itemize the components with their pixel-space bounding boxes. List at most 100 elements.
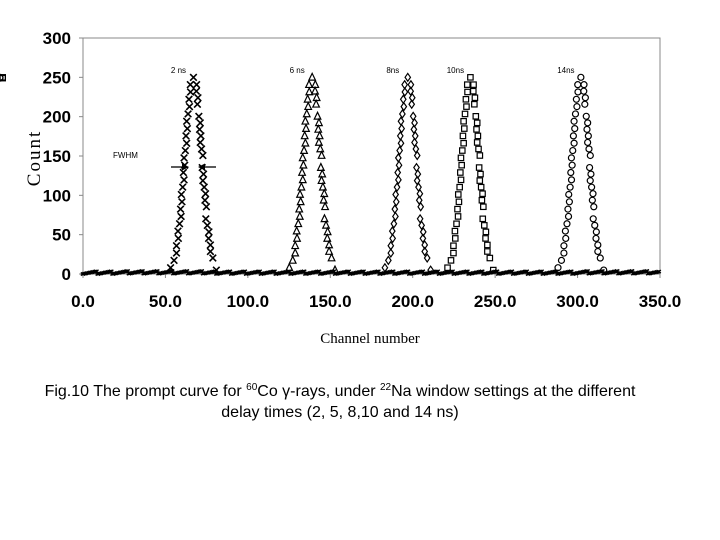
data-point-x — [195, 125, 204, 134]
data-point-diamond — [391, 211, 399, 222]
data-point-triangle — [314, 124, 323, 133]
y-axis-label: Count — [24, 130, 45, 186]
y-tick-label: 150 — [43, 147, 71, 166]
data-point-triangle — [295, 211, 305, 220]
peak-label: 14ns — [557, 66, 574, 75]
data-point-x — [176, 205, 185, 213]
data-point-circle — [565, 190, 573, 199]
data-point-triangle — [299, 159, 308, 169]
data-point-circle — [584, 138, 592, 147]
data-point-circle — [582, 112, 590, 120]
data-point-x — [194, 93, 202, 102]
data-point-diamond — [396, 145, 404, 156]
peak-labels: 2 ns 6 ns 8ns 10ns 14ns — [171, 66, 575, 75]
data-point-x — [201, 196, 209, 205]
data-point-x — [182, 117, 191, 126]
data-point-triangle — [314, 137, 324, 146]
peak-label: 8ns — [386, 66, 399, 75]
data-point-square — [451, 235, 459, 242]
data-point-diamond — [394, 174, 402, 185]
data-point-triangle — [324, 246, 334, 255]
data-point-diamond — [416, 213, 424, 224]
data-point-x — [196, 118, 205, 127]
data-point-x — [197, 132, 205, 140]
peak-label: 10ns — [447, 66, 464, 75]
data-point-diamond — [408, 99, 416, 110]
data-point-triangle — [319, 194, 328, 204]
data-point-square — [475, 145, 482, 153]
data-point-diamond — [408, 92, 416, 103]
y-tick-label: 100 — [43, 186, 71, 205]
data-point-circle — [594, 241, 602, 249]
data-point-diamond — [391, 204, 399, 215]
data-point-square — [461, 110, 469, 118]
data-point-square — [450, 249, 457, 257]
data-point-diamond — [387, 240, 395, 251]
data-point-x — [206, 247, 215, 256]
data-point-circle — [570, 139, 578, 147]
data-point-circle — [571, 110, 580, 118]
fwhm-annotation: FWHM — [113, 151, 216, 171]
data-point-triangle — [301, 137, 310, 147]
data-point-triangle — [300, 130, 309, 140]
data-point-x — [174, 227, 182, 235]
data-point-diamond — [393, 182, 401, 193]
data-point-square — [471, 100, 478, 108]
data-point-diamond — [390, 218, 398, 229]
data-point-diamond — [395, 160, 403, 171]
data-point-diamond — [400, 101, 408, 112]
data-point-x — [199, 151, 207, 160]
data-point-square — [451, 227, 459, 235]
data-point-x — [200, 183, 209, 192]
data-point-triangle — [298, 174, 308, 184]
plot-area-frame — [82, 37, 661, 275]
data-point-x — [182, 139, 191, 148]
data-point-circle — [585, 163, 594, 172]
data-point-square — [460, 117, 467, 125]
data-point-circle — [600, 266, 608, 274]
data-point-triangle — [303, 93, 312, 103]
data-point-x — [204, 234, 213, 243]
data-point-triangle — [294, 218, 303, 228]
data-point-triangle — [303, 101, 313, 111]
data-point-x — [172, 241, 181, 250]
data-point-x — [198, 176, 207, 185]
data-point-triangle — [290, 240, 300, 250]
data-point-circle — [586, 177, 594, 185]
data-point-x — [189, 73, 198, 82]
data-point-triangle — [296, 196, 305, 206]
data-point-triangle — [323, 226, 332, 236]
data-point-diamond — [389, 233, 397, 244]
data-point-diamond — [394, 167, 402, 178]
data-point-triangle — [318, 181, 328, 191]
data-point-x — [182, 132, 190, 140]
data-point-diamond — [398, 123, 406, 134]
fwhm-arrowhead-right — [198, 163, 205, 171]
data-point-triangle — [315, 130, 324, 140]
data-point-diamond — [413, 175, 421, 186]
data-point-circle — [565, 198, 573, 206]
data-point-diamond — [411, 130, 419, 141]
data-point-circle — [584, 132, 592, 140]
peak-label: 6 ns — [290, 66, 305, 75]
x-axis-label: Channel number — [320, 331, 420, 347]
data-point-diamond — [381, 262, 389, 273]
data-point-square — [447, 257, 455, 264]
x-tick-label: 250.0 — [474, 292, 517, 311]
data-point-triangle — [320, 213, 329, 223]
x-tick-label: 300.0 — [556, 292, 599, 311]
data-point-triangle — [301, 123, 311, 132]
data-point-x — [180, 154, 188, 162]
figure-caption: Fig.10 The prompt curve for 60Co γ-rays,… — [0, 381, 680, 423]
data-point-square — [455, 198, 463, 206]
data-point-square — [480, 203, 487, 211]
data-point-triangle — [316, 143, 325, 153]
data-point-diamond — [421, 246, 429, 257]
data-point-circle — [596, 254, 604, 262]
data-point-triangle — [301, 115, 310, 125]
data-point-circle — [572, 95, 580, 103]
data-point-square — [462, 95, 470, 103]
data-point-circle — [560, 242, 568, 250]
data-point-circle — [591, 221, 599, 229]
data-point-triangle — [320, 201, 330, 211]
